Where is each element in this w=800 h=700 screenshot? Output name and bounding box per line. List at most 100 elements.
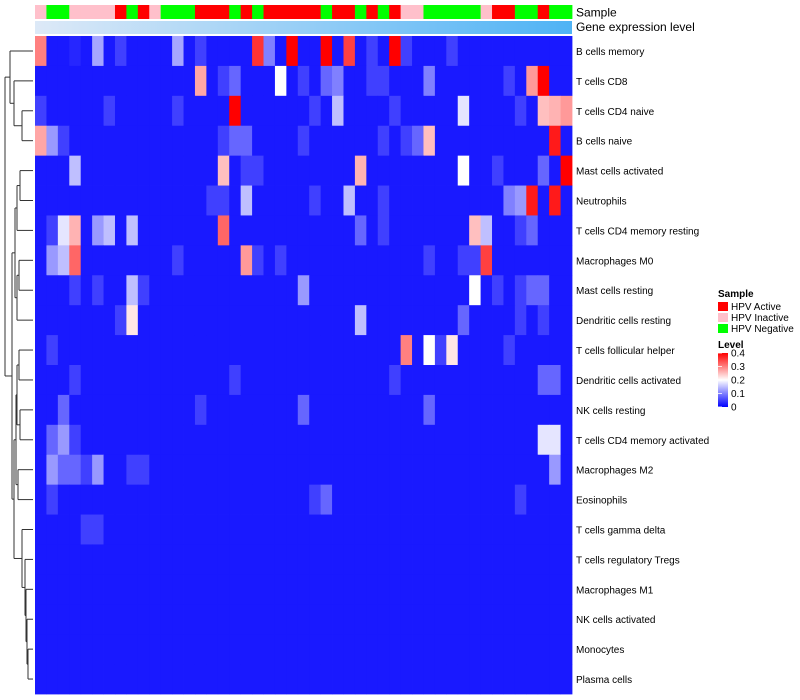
heatmap-cell — [206, 544, 219, 575]
heatmap-cell — [434, 454, 447, 486]
heatmap-cell — [366, 95, 379, 127]
heatmap-cell — [560, 155, 573, 186]
heatmap-cell — [103, 365, 116, 396]
heatmap-cell — [240, 365, 253, 396]
heatmap-cell — [229, 95, 242, 127]
heatmap-cell — [492, 245, 504, 276]
heatmap-cell — [103, 185, 116, 216]
sample-annotation-cell — [480, 5, 493, 19]
heatmap-cell — [183, 275, 196, 306]
heatmap-cell — [183, 484, 196, 515]
heatmap-cell — [263, 185, 276, 216]
heatmap-cell — [297, 454, 310, 486]
heatmap-cell — [366, 65, 379, 97]
heatmap-cell — [480, 484, 493, 515]
heatmap-cell — [503, 604, 516, 635]
heatmap-cell — [423, 454, 436, 486]
heatmap-cell — [343, 664, 356, 695]
heatmap-cell — [46, 275, 59, 306]
heatmap-cell — [492, 275, 504, 306]
row-label: T cells CD8 — [576, 77, 628, 88]
heatmap-cell — [320, 215, 333, 246]
heatmap-cell — [80, 125, 93, 157]
heatmap-cell — [206, 634, 219, 665]
heatmap-cell — [389, 305, 402, 336]
heatmap-cell — [103, 634, 116, 665]
heatmap-cell — [400, 365, 413, 396]
heatmap-cell — [320, 514, 333, 545]
heatmap-cell — [366, 245, 379, 276]
heatmap-cell — [92, 634, 104, 665]
heatmap-cell — [252, 454, 264, 486]
heatmap-cell — [57, 454, 70, 486]
heatmap-cell — [400, 664, 413, 695]
heatmap-cell — [412, 36, 424, 67]
heatmap-cell — [343, 95, 356, 127]
heatmap-cell — [240, 484, 253, 515]
heatmap-cell — [354, 155, 367, 186]
heatmap-cell — [252, 484, 264, 515]
heatmap-cell — [537, 634, 550, 665]
heatmap-cell — [274, 365, 287, 396]
heatmap-cell — [92, 36, 104, 67]
heatmap-cell — [286, 245, 299, 276]
heatmap-cell — [172, 185, 184, 216]
heatmap-cell — [103, 215, 116, 246]
heatmap-cell — [332, 275, 344, 306]
heatmap-cell — [514, 155, 527, 186]
sample-annotation-cell — [412, 5, 424, 19]
heatmap-cell — [320, 574, 333, 605]
heatmap-cell — [469, 664, 481, 695]
heatmap-cell — [366, 365, 379, 396]
heatmap-cell — [343, 514, 356, 545]
heatmap-cell — [332, 634, 344, 665]
heatmap-cell — [194, 574, 207, 605]
heatmap-cell — [57, 604, 70, 635]
heatmap-cell — [126, 394, 139, 426]
heatmap-cell — [514, 185, 527, 216]
heatmap-cell — [492, 305, 504, 336]
heatmap-cell — [446, 484, 459, 515]
heatmap-cell — [503, 574, 516, 605]
heatmap-cell — [297, 36, 310, 67]
heatmap-cell — [526, 424, 539, 456]
heatmap-cell — [206, 185, 219, 216]
heatmap-cell — [469, 365, 481, 396]
heatmap-cell — [103, 544, 116, 575]
heatmap-cell — [263, 65, 276, 97]
heatmap-cell — [206, 155, 219, 186]
heatmap-cell — [469, 275, 481, 306]
heatmap-cell — [240, 335, 253, 366]
heatmap-cell — [354, 365, 367, 396]
heatmap-cell — [229, 365, 242, 396]
heatmap-cell — [469, 454, 481, 486]
heatmap-cell — [194, 365, 207, 396]
heatmap-cell — [57, 335, 70, 366]
heatmap-cell — [194, 95, 207, 127]
row-label: T cells follicular helper — [576, 346, 675, 357]
heatmap-cell — [503, 185, 516, 216]
heatmap-cell — [274, 305, 287, 336]
sample-annotation-cell — [194, 5, 207, 19]
heatmap-cell — [560, 604, 573, 635]
heatmap-cell — [526, 664, 539, 695]
heatmap-cell — [377, 424, 390, 456]
heatmap-cell — [503, 454, 516, 486]
heatmap-cell — [423, 155, 436, 186]
heatmap-cell — [480, 155, 493, 186]
heatmap-cell — [526, 544, 539, 575]
heatmap-cell — [103, 95, 116, 127]
level-tick-label: 0 — [731, 403, 737, 414]
heatmap-cell — [503, 65, 516, 97]
heatmap-cell — [206, 275, 219, 306]
heatmap-cell — [217, 36, 230, 67]
heatmap-cell — [183, 604, 196, 635]
level-tick-label: 0.3 — [731, 362, 745, 373]
heatmap-cell — [252, 215, 264, 246]
heatmap-cell — [389, 245, 402, 276]
heatmap-cell — [480, 604, 493, 635]
heatmap-cell — [69, 454, 82, 486]
heatmap-cell — [172, 514, 184, 545]
heatmap-cell — [137, 215, 150, 246]
heatmap-cell — [286, 335, 299, 366]
